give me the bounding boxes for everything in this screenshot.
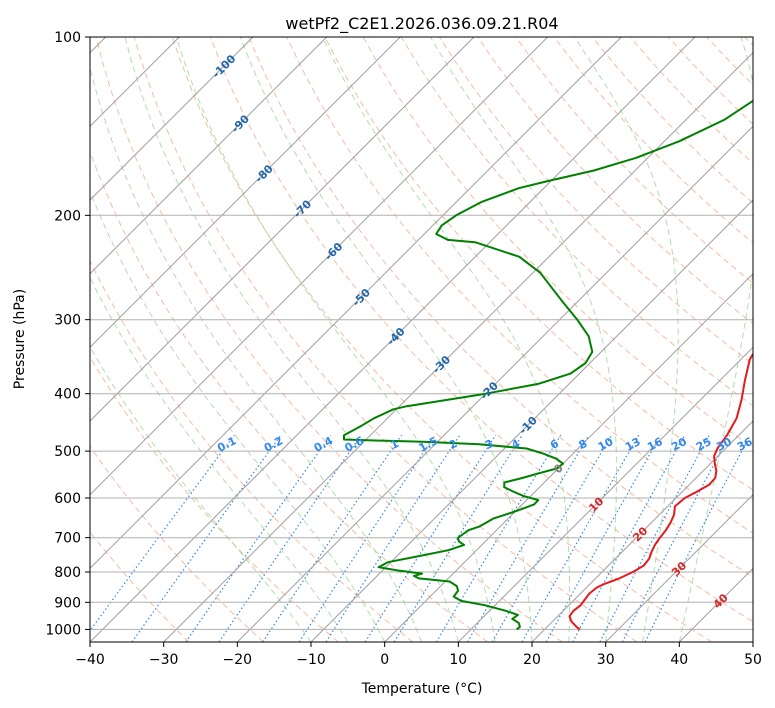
x-tick-label: −40 — [75, 652, 105, 668]
moist-adiabat — [678, 37, 753, 642]
isotherm-line — [90, 37, 401, 349]
isotherm-line — [90, 37, 549, 496]
isotherm-line — [310, 199, 753, 642]
isotherm-line — [531, 420, 753, 642]
mixing-ratio-label: 20 — [669, 435, 689, 454]
mixing-ratio-line — [621, 434, 731, 642]
x-tick-label: 20 — [523, 652, 541, 668]
dry-adiabat — [90, 356, 339, 642]
axes: −40 −30 −20 −10 0 10 20 30 40 50 100 200 300 400 500 60… — [45, 30, 762, 668]
isotherm-line — [384, 272, 753, 642]
x-tick-label: 40 — [670, 652, 688, 668]
dry-adiabat — [286, 37, 753, 534]
y-tick-label: 700 — [54, 531, 81, 547]
isotherm-line — [236, 125, 753, 642]
dry-adiabat — [90, 259, 414, 642]
dewpoint-profile-line — [343, 99, 753, 631]
y-axis-label: Pressure (hPa) — [12, 289, 28, 389]
x-tick-label: 50 — [744, 652, 762, 668]
moist-adiabat — [90, 189, 386, 642]
x-tick-label: 0 — [380, 652, 389, 668]
isotherm-line — [90, 37, 475, 422]
dry-adiabat — [171, 37, 712, 642]
mixing-ratio-line — [435, 434, 562, 642]
plot-area — [90, 37, 753, 642]
x-tick-label: 30 — [597, 652, 615, 668]
mixing-ratio-line — [466, 434, 590, 642]
x-tick-label: −30 — [149, 652, 179, 668]
mixing-ratio-line — [364, 434, 497, 642]
mixing-ratio-line — [90, 434, 235, 632]
moist-adiabat — [574, 37, 679, 642]
y-tick-label: 300 — [54, 313, 81, 329]
x-tick-label: −20 — [223, 652, 253, 668]
moist-adiabat — [322, 37, 571, 642]
y-tick-label: 1000 — [45, 622, 81, 638]
chart-title: wetPf2_C2E1.2026.036.09.21.R04 — [285, 14, 558, 34]
x-axis-label: Temperature (°C) — [361, 681, 483, 697]
mixing-ratio-line — [185, 434, 332, 642]
dry-adiabat — [515, 37, 753, 284]
mixing-ratio-line — [521, 434, 640, 642]
mixing-ratio-label: 10 — [596, 435, 616, 454]
mixing-ratio-line — [491, 434, 613, 642]
x-tick-label: 10 — [449, 652, 467, 668]
temperature-profile-line — [568, 352, 753, 631]
dry-adiabat — [90, 445, 264, 642]
moist-adiabat — [90, 65, 422, 642]
mixing-ratio-line — [218, 434, 362, 642]
mixing-ratio-label: 36 — [735, 435, 755, 454]
dry-adiabat — [210, 37, 753, 623]
y-tick-label: 600 — [54, 491, 81, 507]
y-tick-label: 200 — [54, 208, 81, 224]
mixing-ratio-line — [644, 434, 751, 642]
x-tick-label: −10 — [296, 652, 326, 668]
mixing-ratio-label: 25 — [694, 435, 714, 454]
y-tick-label: 100 — [54, 30, 81, 46]
moist-adiabat — [175, 37, 496, 642]
mixing-ratio-line — [545, 434, 662, 642]
plot-frame — [89, 36, 754, 643]
mixing-ratio-label: 16 — [645, 435, 665, 454]
isotherm-line — [163, 51, 753, 642]
dry-adiabat — [324, 37, 753, 491]
dry-adiabat — [248, 37, 753, 578]
isotherm-line — [90, 37, 254, 201]
isotherm-line — [90, 37, 696, 642]
mixing-ratio-label: 30 — [714, 435, 734, 454]
moist-adiabat — [90, 276, 349, 642]
isotherm-line — [90, 37, 328, 275]
y-tick-label: 400 — [54, 387, 81, 403]
isotherm-line — [605, 493, 753, 642]
mixing-ratio-line — [572, 434, 686, 642]
mixing-ratio-label: 13 — [623, 435, 643, 454]
dry-adiabat — [133, 37, 638, 642]
y-tick-label: 900 — [54, 595, 81, 611]
moist-adiabat — [430, 37, 617, 642]
moist-adiabat — [124, 37, 459, 642]
mixing-ratio-line — [325, 434, 461, 642]
isotherm-line — [90, 37, 622, 570]
y-tick-label: 800 — [54, 565, 81, 581]
dry-adiabat — [95, 37, 563, 642]
y-tick-label: 500 — [54, 444, 81, 460]
isotherm-line — [457, 346, 753, 642]
moist-adiabat — [239, 37, 533, 642]
